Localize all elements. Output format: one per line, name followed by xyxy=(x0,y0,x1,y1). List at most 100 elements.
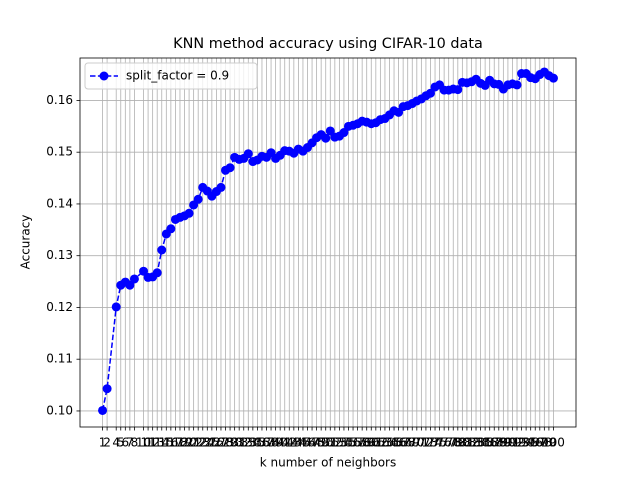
x-tick-label: 68 xyxy=(400,436,415,450)
data-point xyxy=(184,208,194,218)
x-tick-label: 43 xyxy=(286,436,301,450)
x-tick-label: 51 xyxy=(323,436,338,450)
y-tick-label: 0.14 xyxy=(46,196,73,210)
data-point xyxy=(512,80,522,90)
data-point xyxy=(166,224,176,234)
x-tick-label: 47 xyxy=(304,436,319,450)
x-tick-label: 11 xyxy=(140,436,155,450)
x-tick-label: 6 xyxy=(121,436,129,450)
data-point xyxy=(157,245,167,255)
x-tick-label: 27 xyxy=(213,436,228,450)
x-tick-label: 10 xyxy=(136,436,151,450)
x-tick-label: 82 xyxy=(464,436,479,450)
x-tick-label: 13 xyxy=(150,436,165,450)
x-tick-label: 56 xyxy=(345,436,360,450)
x-tick-label: 32 xyxy=(236,436,251,450)
x-tick-label: 94 xyxy=(518,436,533,450)
x-tick-label: 2 xyxy=(103,436,111,450)
x-tick-label: 35 xyxy=(250,436,265,450)
x-tick-label: 75 xyxy=(432,436,447,450)
x-tick-label: 93 xyxy=(514,436,529,450)
data-point xyxy=(548,73,558,83)
data-point xyxy=(102,384,112,394)
legend-label: split_factor = 0.9 xyxy=(126,69,229,83)
x-tick-label: 39 xyxy=(268,436,283,450)
x-tick-label: 88 xyxy=(491,436,506,450)
plot-frame xyxy=(79,57,577,428)
legend-marker xyxy=(99,71,109,81)
x-tick-label: 95 xyxy=(523,436,538,450)
y-tick-label: 0.13 xyxy=(46,248,73,262)
x-tick-label: 80 xyxy=(455,436,470,450)
x-tick-label: 63 xyxy=(377,436,392,450)
series-line xyxy=(101,71,554,411)
x-tick-label: 53 xyxy=(332,436,347,450)
x-tick-label: 22 xyxy=(191,436,206,450)
x-tick-label: 57 xyxy=(350,436,365,450)
x-tick-label: 91 xyxy=(505,436,520,450)
x-tick-label: 58 xyxy=(355,436,370,450)
x-tick-label: 54 xyxy=(336,436,351,450)
x-tick-label: 44 xyxy=(291,436,306,450)
x-tick-label: 69 xyxy=(405,436,420,450)
data-point xyxy=(139,266,149,276)
x-tick-label: 62 xyxy=(373,436,388,450)
x-tick-label: 70 xyxy=(409,436,424,450)
x-tick-label: 40 xyxy=(273,436,288,450)
x-tick-label: 52 xyxy=(327,436,342,450)
data-point xyxy=(225,163,235,173)
y-tick-label: 0.16 xyxy=(46,93,73,107)
data-point xyxy=(321,133,331,143)
x-tick-label: 17 xyxy=(168,436,183,450)
data-point xyxy=(453,85,463,95)
x-tick-label: 81 xyxy=(459,436,474,450)
x-tick-label: 34 xyxy=(245,436,260,450)
x-tick-label: 4 xyxy=(112,436,120,450)
x-tick-label: 23 xyxy=(195,436,210,450)
x-tick-label: 92 xyxy=(509,436,524,450)
data-point xyxy=(339,128,349,138)
x-tick-label: 86 xyxy=(482,436,497,450)
x-tick-label: 87 xyxy=(487,436,502,450)
x-tick-label: 42 xyxy=(282,436,297,450)
data-point xyxy=(111,302,121,312)
x-tick-label: 16 xyxy=(163,436,178,450)
data-point xyxy=(216,182,226,192)
x-tick-label: 31 xyxy=(232,436,247,450)
x-tick-label: 26 xyxy=(209,436,224,450)
x-tick-label: 74 xyxy=(427,436,442,450)
x-tick-label: 98 xyxy=(537,436,552,450)
data-point xyxy=(325,126,335,136)
x-tick-label: 14 xyxy=(154,436,169,450)
x-tick-label: 61 xyxy=(368,436,383,450)
x-tick-label: 20 xyxy=(181,436,196,450)
x-tick-label: 28 xyxy=(218,436,233,450)
data-point xyxy=(193,194,203,204)
x-tick-label: 36 xyxy=(254,436,269,450)
y-tick-label: 0.11 xyxy=(46,352,73,366)
x-tick-label: 65 xyxy=(386,436,401,450)
x-tick-label: 38 xyxy=(263,436,278,450)
data-point xyxy=(152,268,162,278)
y-axis-label: Accuracy xyxy=(19,215,33,270)
x-tick-label: 1 xyxy=(99,436,107,450)
x-tick-label: 77 xyxy=(441,436,456,450)
x-tick-label: 29 xyxy=(222,436,237,450)
x-tick-label: 78 xyxy=(446,436,461,450)
x-tick-label: 64 xyxy=(382,436,397,450)
chart-title: KNN method accuracy using CIFAR-10 data xyxy=(173,36,483,52)
x-tick-label: 97 xyxy=(532,436,547,450)
y-tick-label: 0.15 xyxy=(46,145,73,159)
x-tick-label: 66 xyxy=(391,436,406,450)
y-tick-label: 0.12 xyxy=(46,300,73,314)
y-tick-label: 0.10 xyxy=(46,403,73,417)
x-tick-label: 67 xyxy=(396,436,411,450)
data-point xyxy=(243,149,253,159)
x-tick-label: 79 xyxy=(450,436,465,450)
x-tick-label: 48 xyxy=(309,436,324,450)
x-tick-label: 73 xyxy=(423,436,438,450)
x-tick-label: 5 xyxy=(117,436,125,450)
data-point xyxy=(125,280,135,290)
x-tick-label: 7 xyxy=(126,436,134,450)
x-tick-label: 8 xyxy=(131,436,139,450)
